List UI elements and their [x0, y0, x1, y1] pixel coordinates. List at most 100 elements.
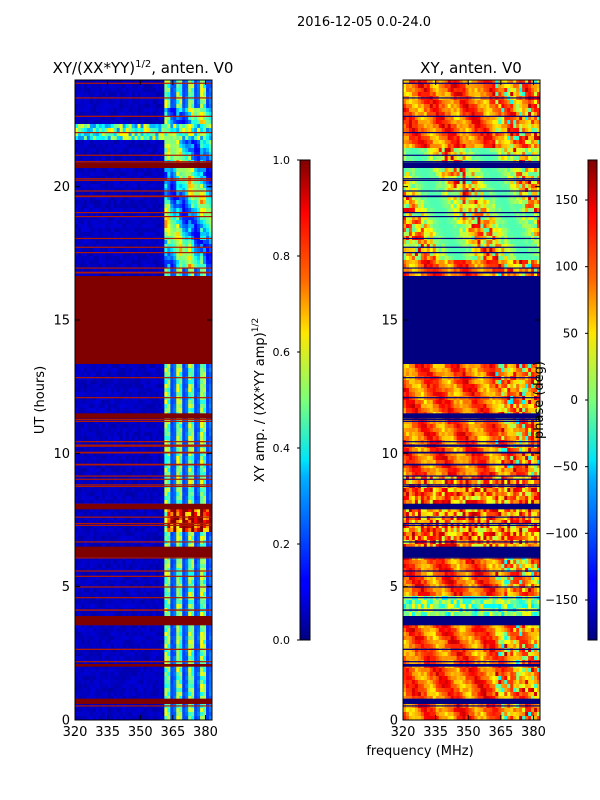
heatmap-cell	[146, 476, 150, 481]
heatmap-cell	[122, 468, 127, 473]
heatmap-cell	[152, 384, 156, 389]
heatmap-cell	[101, 492, 106, 497]
heatmap-cell	[191, 324, 195, 329]
heatmap-cell	[110, 220, 115, 225]
heatmap-cell	[179, 360, 183, 365]
heatmap-cell	[92, 472, 97, 477]
heatmap-cell	[164, 136, 168, 141]
heatmap-cell	[182, 80, 186, 85]
heatmap-cell	[122, 328, 127, 333]
heatmap-cell	[203, 280, 207, 285]
heatmap-cell	[86, 124, 91, 129]
heatmap-cell	[206, 88, 210, 93]
heatmap-cell	[182, 216, 186, 221]
heatmap-cell	[185, 500, 189, 505]
heatmap-cell	[170, 368, 174, 373]
heatmap-cell	[95, 400, 100, 405]
heatmap-cell	[89, 292, 94, 297]
heatmap-cell	[167, 192, 171, 197]
heatmap-cell	[80, 368, 85, 373]
heatmap-cell	[161, 428, 165, 433]
heatmap-cell	[158, 196, 162, 201]
heatmap-cell	[107, 216, 112, 221]
heatmap-cell	[173, 368, 177, 373]
heatmap-cell	[173, 468, 177, 473]
heatmap-cell	[125, 204, 130, 209]
heatmap-cell	[167, 100, 171, 105]
heatmap-cell	[83, 108, 88, 113]
heatmap-cell	[80, 168, 85, 173]
heatmap-cell	[173, 288, 177, 293]
heatmap-cell	[185, 100, 189, 105]
heatmap-cell	[101, 312, 106, 317]
heatmap-cell	[86, 84, 91, 89]
heatmap-cell	[206, 368, 210, 373]
heatmap-cell	[101, 220, 106, 225]
heatmap-cell	[194, 380, 198, 385]
heatmap-cell	[75, 284, 79, 289]
heatmap-cell	[176, 352, 180, 357]
heatmap-cell	[134, 404, 138, 409]
heatmap-cell	[80, 340, 85, 345]
heatmap-cell	[140, 320, 144, 325]
heatmap-cell	[75, 384, 79, 389]
heatmap-cell	[149, 244, 153, 249]
heatmap-cell	[149, 148, 153, 153]
heatmap-cell	[200, 152, 204, 157]
heatmap-cell	[113, 80, 118, 85]
heatmap-cell	[149, 308, 153, 313]
heatmap-cell	[77, 212, 82, 217]
heatmap-cell	[122, 232, 127, 237]
heatmap-cell	[107, 336, 112, 341]
heatmap-cell	[83, 224, 88, 229]
heatmap-cell	[95, 320, 100, 325]
heatmap-cell	[191, 92, 195, 97]
heatmap-cell	[155, 352, 159, 357]
heatmap-cell	[125, 252, 130, 257]
heatmap-cell	[188, 184, 192, 189]
heatmap-cell	[155, 368, 159, 373]
heatmap-cell	[137, 112, 141, 117]
heatmap-cell	[158, 424, 162, 429]
heatmap-cell	[107, 288, 112, 293]
heatmap-cell	[179, 404, 183, 409]
heatmap-cell	[143, 320, 147, 325]
heatmap-cell	[170, 208, 174, 213]
heatmap-cell	[137, 220, 141, 225]
heatmap-cell	[143, 228, 147, 233]
heatmap-cell	[182, 128, 186, 133]
heatmap-cell	[176, 244, 180, 249]
heatmap-cell	[113, 104, 118, 109]
heatmap-cell	[188, 508, 192, 513]
heatmap-cell	[113, 360, 118, 365]
heatmap-cell	[152, 88, 156, 93]
heatmap-cell	[140, 492, 144, 497]
heatmap-cell	[209, 460, 212, 465]
heatmap-cell	[125, 420, 130, 425]
heatmap-cell	[185, 220, 189, 225]
heatmap-cell	[152, 132, 156, 137]
heatmap-cell	[107, 256, 112, 261]
heatmap-cell	[80, 388, 85, 393]
heatmap-cell	[89, 384, 94, 389]
heatmap-cell	[206, 140, 210, 145]
heatmap-cell	[134, 240, 138, 245]
heatmap-cell	[182, 84, 186, 89]
heatmap-cell	[179, 508, 183, 513]
heatmap-cell	[107, 348, 112, 353]
heatmap-cell	[197, 460, 201, 465]
heatmap-cell	[77, 400, 82, 405]
heatmap-cell	[101, 136, 106, 141]
heatmap-cell	[101, 208, 106, 213]
heatmap-cell	[104, 320, 109, 325]
heatmap-cell	[176, 476, 180, 481]
heatmap-cell	[182, 400, 186, 405]
heatmap-cell	[170, 400, 174, 405]
heatmap-cell	[98, 124, 103, 129]
heatmap-cell	[149, 220, 153, 225]
heatmap-cell	[152, 156, 156, 161]
heatmap-cell	[86, 328, 91, 333]
heatmap-cell	[161, 288, 165, 293]
heatmap-cell	[191, 152, 195, 157]
heatmap-cell	[155, 108, 159, 113]
